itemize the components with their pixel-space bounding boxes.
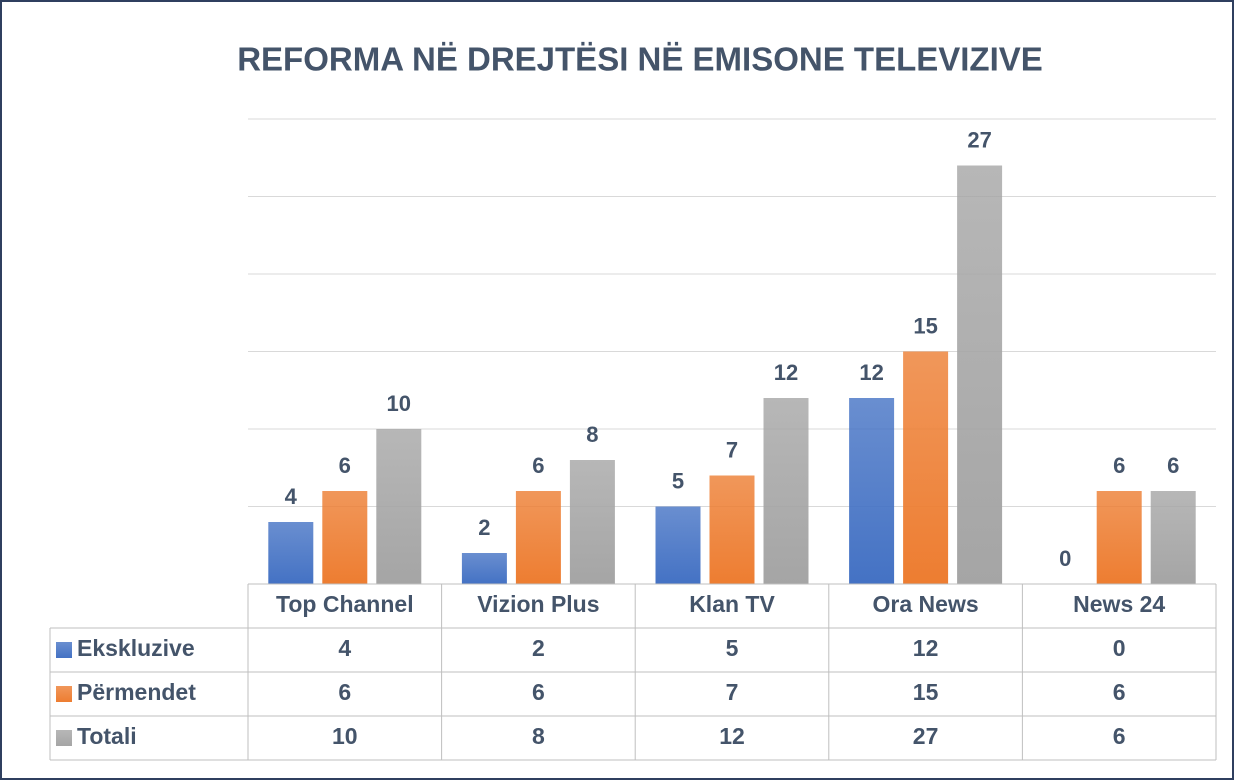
data-label: 6	[339, 453, 351, 478]
data-label: 6	[532, 453, 544, 478]
bar	[903, 351, 949, 584]
data-label: 8	[586, 422, 598, 447]
x-tick-label: Klan TV	[689, 591, 775, 617]
x-tick-label: Vizion Plus	[477, 591, 599, 617]
table-cell: 6	[1113, 679, 1126, 705]
bar	[1150, 491, 1196, 584]
table-cell: 6	[532, 679, 545, 705]
table-cell: 15	[913, 679, 939, 705]
data-label: 7	[726, 437, 738, 462]
table-cell: 12	[719, 723, 745, 749]
legend-label: Totali	[77, 723, 137, 749]
data-label: 6	[1113, 453, 1125, 478]
table-cell: 27	[913, 723, 939, 749]
table-cell: 7	[726, 679, 739, 705]
data-label: 15	[913, 313, 937, 338]
table-cell: 2	[532, 635, 545, 661]
bar	[1096, 491, 1142, 584]
bar	[376, 429, 422, 584]
bar	[849, 398, 895, 584]
data-label: 12	[774, 360, 798, 385]
legend-label: Përmendet	[77, 679, 196, 705]
x-tick-label: Top Channel	[276, 591, 414, 617]
bar	[322, 491, 368, 584]
data-label: 0	[1059, 546, 1071, 571]
data-label: 4	[285, 484, 298, 509]
legend-key	[56, 730, 72, 746]
bar	[569, 460, 615, 584]
bar	[268, 522, 314, 584]
data-label: 5	[672, 468, 684, 493]
table-cell: 6	[338, 679, 351, 705]
legend-label: Ekskluzive	[77, 635, 195, 661]
bar	[957, 165, 1003, 584]
bar	[709, 475, 755, 584]
chart-title: REFORMA NË DREJTËSI NË EMISONE TELEVIZIV…	[237, 41, 1043, 78]
table-cell: 6	[1113, 723, 1126, 749]
x-tick-label: News 24	[1073, 591, 1165, 617]
bar	[655, 506, 701, 584]
data-label: 27	[967, 127, 991, 152]
bar	[461, 553, 507, 584]
legend-key	[56, 686, 72, 702]
table-cell: 4	[338, 635, 351, 661]
bar	[515, 491, 561, 584]
legend-key	[56, 642, 72, 658]
table-cell: 0	[1113, 635, 1126, 661]
table-cell: 12	[913, 635, 939, 661]
data-label: 10	[387, 391, 411, 416]
table-cell: 8	[532, 723, 545, 749]
data-label: 2	[478, 515, 490, 540]
table-cell: 5	[726, 635, 739, 661]
x-tick-label: Ora News	[873, 591, 979, 617]
data-label: 12	[859, 360, 883, 385]
bar	[763, 398, 809, 584]
table-cell: 10	[332, 723, 358, 749]
data-label: 6	[1167, 453, 1179, 478]
